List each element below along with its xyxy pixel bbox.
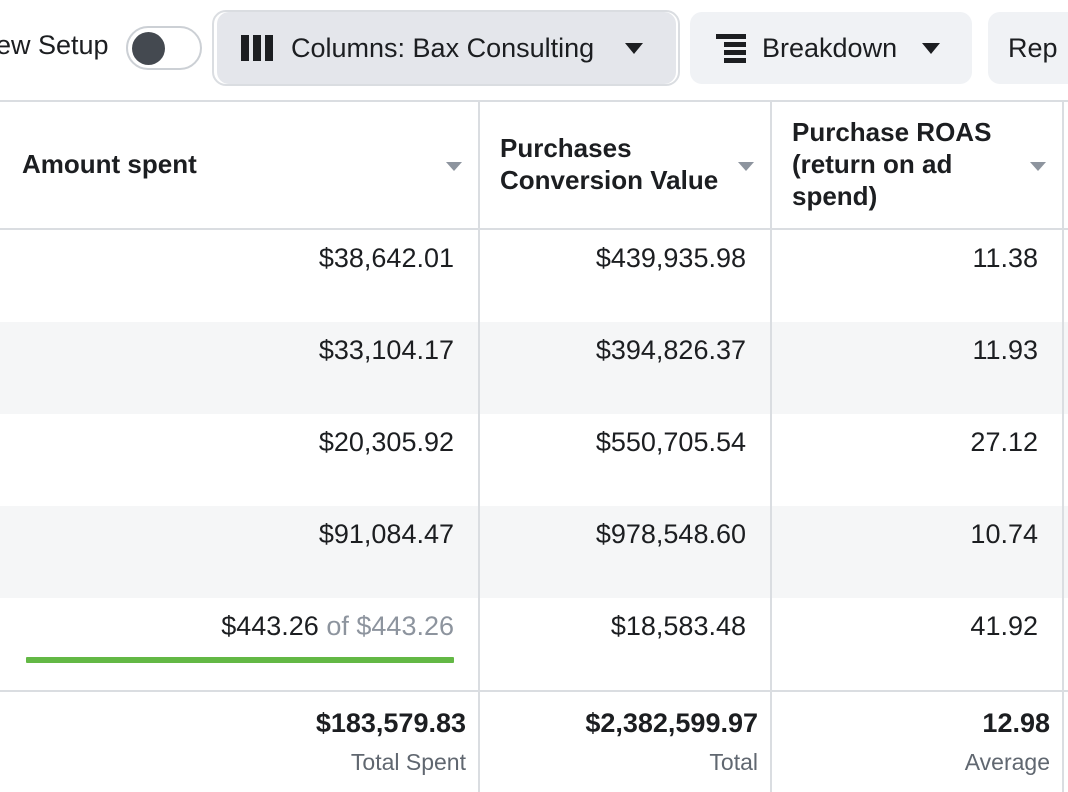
columns-icon	[241, 35, 273, 61]
cell-purchases-value: $18,583.48	[610, 611, 746, 641]
columns-button-label: Columns: Bax Consulting	[291, 32, 595, 63]
budget-spent: $443.26	[221, 611, 319, 641]
cell-roas: 10.74	[970, 519, 1038, 549]
breakdown-button-label: Breakdown	[762, 32, 898, 63]
sort-caret-icon[interactable]	[738, 162, 754, 171]
row-stripe	[0, 506, 1068, 598]
column-divider	[478, 100, 480, 792]
table-top-border	[0, 100, 1068, 102]
totals-divider	[0, 690, 1068, 692]
toolbar: ew Setup Columns: Bax Consulting Breakdo…	[0, 0, 1068, 100]
cell-purchases-value: $439,935.98	[595, 243, 746, 273]
columns-button[interactable]: Columns: Bax Consulting	[217, 12, 676, 84]
cell-purchases-value: $978,548.60	[595, 519, 746, 549]
total-purchases-value: $2,382,599.97	[585, 708, 758, 738]
column-header-label: Purchases Conversion Value	[500, 133, 719, 195]
cell-amount-spent: $20,305.92	[318, 427, 454, 457]
cell-amount-spent: $91,084.47	[318, 519, 454, 549]
row-stripe	[0, 322, 1068, 414]
total-roas: 12.98	[982, 708, 1050, 738]
budget-progress-bar	[26, 657, 454, 663]
chevron-down-icon	[922, 43, 940, 54]
column-divider	[770, 100, 772, 792]
cell-amount-spent: $38,642.01	[318, 243, 454, 273]
budget-of-label: of	[326, 611, 349, 641]
column-header-label: Purchase ROAS (return on ad spend)	[792, 117, 992, 211]
cell-roas: 41.92	[970, 611, 1038, 641]
cell-purchases-value: $394,826.37	[595, 335, 746, 365]
budget-total: $443.26	[356, 611, 454, 641]
cell-purchases-value: $550,705.54	[595, 427, 746, 457]
view-setup-label: ew Setup	[0, 30, 109, 60]
sort-caret-icon[interactable]	[1030, 162, 1046, 171]
cell-roas: 11.93	[972, 335, 1038, 365]
column-divider	[1062, 100, 1064, 792]
ads-metrics-table: Amount spent Purchases Conversion Value …	[0, 100, 1068, 792]
cell-amount-spent: $33,104.17	[318, 335, 454, 365]
breakdown-icon	[716, 34, 746, 63]
reports-button-label: Rep	[1008, 32, 1058, 63]
column-header-amount-spent[interactable]: Amount spent	[22, 100, 442, 228]
column-header-roas[interactable]: Purchase ROAS (return on ad spend)	[792, 100, 1032, 228]
total-amount-spent-label: Total Spent	[350, 749, 466, 775]
total-amount-spent: $183,579.83	[315, 708, 466, 738]
columns-button-focus-ring	[212, 10, 680, 86]
total-purchases-value-label: Total	[709, 749, 758, 775]
column-header-label: Amount spent	[22, 149, 197, 179]
toggle-knob	[132, 32, 165, 65]
column-header-purchases-value[interactable]: Purchases Conversion Value	[500, 100, 730, 228]
chevron-down-icon	[625, 43, 643, 54]
header-divider	[0, 228, 1068, 230]
cell-roas: 11.38	[972, 243, 1038, 273]
cell-roas: 27.12	[970, 427, 1038, 457]
sort-caret-icon[interactable]	[446, 162, 462, 171]
reports-button[interactable]: Rep	[988, 12, 1068, 84]
view-setup-toggle[interactable]	[126, 26, 202, 70]
total-roas-label: Average	[964, 749, 1050, 775]
breakdown-button[interactable]: Breakdown	[690, 12, 972, 84]
cell-amount-spent-budget: $443.26 of $443.26	[221, 606, 454, 646]
